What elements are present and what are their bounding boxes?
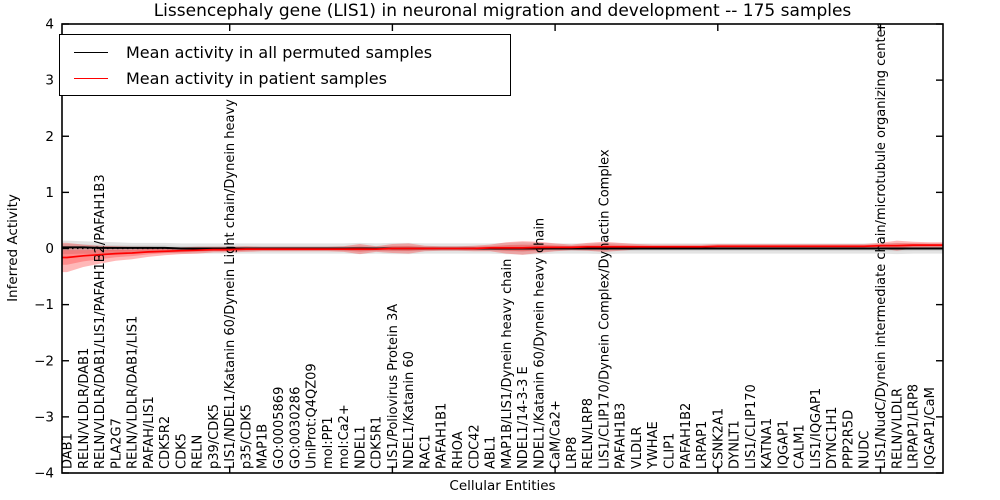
patient-mean-line bbox=[62, 244, 943, 259]
x-tick-label: LIS1/Poliovirus Protein 3A bbox=[386, 304, 401, 469]
x-tick-label: NDEL1/Katanin 60 bbox=[402, 351, 417, 469]
x-tick-label: GO:0030286 bbox=[288, 387, 303, 469]
x-tick-label: RHOA bbox=[451, 431, 466, 469]
x-tick-label: CDC42 bbox=[467, 424, 482, 469]
x-tick-label: CDK5 bbox=[174, 433, 189, 469]
x-tick-label: CSNK2A1 bbox=[711, 408, 726, 469]
x-tick-label: PAFAH/LIS1 bbox=[142, 396, 157, 469]
y-tick-label: −2 bbox=[34, 353, 54, 369]
x-tick-label: IQGAP1 bbox=[776, 420, 791, 469]
x-tick-label: NDEL1 bbox=[353, 426, 368, 469]
x-tick-label: DAB1 bbox=[61, 433, 76, 469]
x-tick-label: RELN/VLDLR/DAB1/LIS1/PAFAH1B2/PAFAH1B3 bbox=[93, 174, 108, 469]
legend-item-patient: Mean activity in patient samples bbox=[74, 69, 510, 88]
y-tick-label: 1 bbox=[45, 185, 54, 201]
x-tick-label: LIS1/NDEL1/Katanin 60/Dynein Light chain… bbox=[223, 60, 238, 469]
permuted-line-sample-icon bbox=[74, 51, 108, 53]
x-tick-label: RELN/VLDLR bbox=[890, 388, 905, 469]
x-tick-label: RELN/LRP8 bbox=[581, 398, 596, 469]
x-tick-label: LIS1/IQGAP1 bbox=[809, 388, 824, 469]
x-tick-label: CDK5R2 bbox=[158, 416, 173, 469]
x-tick-label: IQGAP1/CaM bbox=[923, 387, 938, 469]
y-tick-label: 4 bbox=[45, 17, 54, 33]
patient-line-sample-icon bbox=[74, 77, 108, 79]
x-tick-label: NDEL1/Katanin 60/Dynein heavy chain bbox=[532, 218, 547, 469]
y-tick-label: −1 bbox=[34, 297, 54, 313]
x-tick-label: YWHAE bbox=[646, 421, 661, 470]
x-tick-label: RELN/VLDLR/DAB1/LIS1 bbox=[126, 316, 141, 469]
x-tick-label: ABL1 bbox=[484, 436, 499, 469]
chart-title: Lissencephaly gene (LIS1) in neuronal mi… bbox=[153, 1, 852, 21]
x-tick-label: p39/CDK5 bbox=[207, 404, 222, 469]
legend-label: Mean activity in patient samples bbox=[126, 68, 387, 88]
x-tick-label: NDEL1/14-3-3 E bbox=[516, 366, 531, 469]
x-tick-label: DYNLT1 bbox=[728, 420, 743, 469]
x-tick-label: mol:PP1 bbox=[321, 416, 336, 469]
y-tick-label: 0 bbox=[45, 241, 54, 257]
x-tick-label: RELN/VLDLR/DAB1 bbox=[77, 348, 92, 469]
y-tick-label: −3 bbox=[34, 409, 54, 425]
x-tick-label: CDK5R1 bbox=[370, 416, 385, 469]
x-tick-label: MAP1B/LIS1/Dynein heavy chain bbox=[500, 259, 515, 469]
x-tick-label: PAFAH1B3 bbox=[614, 403, 629, 469]
x-tick-label: mol:Ca2+ bbox=[337, 404, 352, 469]
legend-item-permuted: Mean activity in all permuted samples bbox=[74, 43, 510, 62]
x-tick-label: LRP8 bbox=[565, 437, 580, 469]
y-tick-label: 2 bbox=[45, 129, 54, 145]
x-tick-label: LRPAP1 bbox=[695, 421, 710, 469]
x-tick-label: MAP1B bbox=[256, 424, 271, 469]
x-tick-label: LRPAP1/LRP8 bbox=[907, 384, 922, 469]
y-tick-label: 3 bbox=[45, 73, 54, 89]
x-tick-label: RAC1 bbox=[418, 434, 433, 469]
x-tick-label: KATNA1 bbox=[760, 418, 775, 469]
x-tick-label: PLA2G7 bbox=[109, 418, 124, 469]
y-tick-label: −4 bbox=[34, 466, 54, 482]
x-tick-label: NUDC bbox=[858, 431, 873, 469]
x-tick-label: CALM1 bbox=[793, 424, 808, 469]
legend: Mean activity in all permuted samples Me… bbox=[59, 34, 511, 96]
x-tick-label: GO:0005869 bbox=[272, 387, 287, 469]
x-tick-label: UniProt:Q4QZ09 bbox=[305, 363, 320, 469]
x-tick-label: LIS1/CLIP170 bbox=[744, 384, 759, 469]
x-tick-label: CLIP1 bbox=[663, 433, 678, 469]
x-tick-label: p35/CDK5 bbox=[240, 404, 255, 469]
x-tick-label: RELN bbox=[191, 435, 206, 469]
legend-label: Mean activity in all permuted samples bbox=[126, 42, 433, 62]
x-tick-label: PAFAH1B1 bbox=[435, 403, 450, 469]
x-tick-label: CaM/Ca2+ bbox=[549, 400, 564, 469]
x-tick-label: VLDLR bbox=[630, 427, 645, 469]
x-tick-label: PAFAH1B2 bbox=[679, 403, 694, 469]
x-tick-label: DYNC1H1 bbox=[825, 407, 840, 469]
x-tick-label: LIS1/CLIP170/Dynein Complex/Dynactin Com… bbox=[597, 149, 612, 469]
x-axis-label: Cellular Entities bbox=[449, 478, 556, 494]
x-tick-label: PPP2R5D bbox=[842, 410, 857, 469]
